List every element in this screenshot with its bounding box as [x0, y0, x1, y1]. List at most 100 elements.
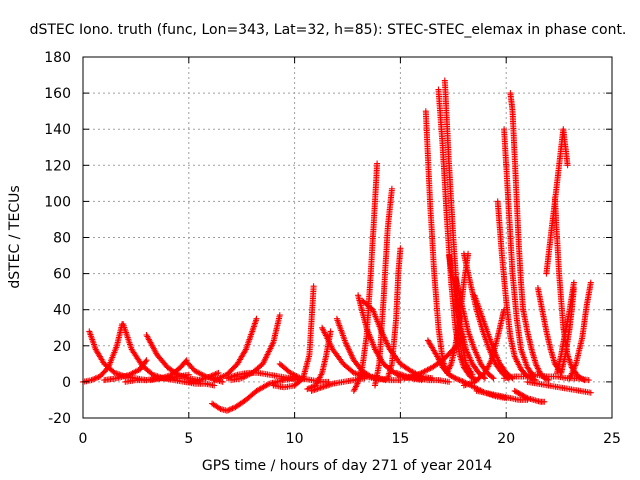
x-tick-label: 10 [286, 431, 304, 447]
data-point-marker [88, 377, 95, 384]
data-point-marker [327, 328, 334, 335]
data-point-marker [228, 406, 235, 412]
data-point-marker [447, 372, 454, 379]
data-point-marker [452, 375, 459, 382]
data-track [511, 387, 548, 405]
data-point-marker [580, 376, 587, 383]
x-tick-labels: 0 5 10 15 20 25 [79, 431, 621, 447]
data-point-marker [570, 285, 577, 291]
data-point-marker [564, 162, 571, 169]
data-point-marker [216, 405, 223, 412]
data-track [534, 285, 565, 376]
data-point-marker [215, 369, 222, 376]
data-point-marker [253, 315, 260, 322]
data-track [101, 357, 150, 384]
data-point-marker [412, 372, 419, 379]
data-track [460, 250, 512, 382]
data-point-marker [92, 375, 99, 382]
data-track [185, 369, 222, 385]
y-tick-label: 120 [44, 158, 71, 174]
x-tick-label: 20 [497, 431, 515, 447]
data-point-marker [446, 378, 453, 385]
data-track [270, 283, 317, 391]
data-track [372, 185, 395, 389]
chart-title: dSTEC Iono. truth (func, Lon=343, Lat=32… [30, 22, 627, 38]
data-point-marker [410, 373, 417, 380]
data-point-marker [211, 371, 218, 378]
data-track [211, 315, 260, 384]
data-track [276, 360, 332, 385]
data-point-marker [455, 376, 462, 383]
x-tick-label: 0 [79, 431, 88, 447]
y-tick-label: 60 [53, 267, 71, 283]
data-track [501, 126, 537, 380]
data-track [228, 312, 283, 384]
y-tick-label: 160 [44, 86, 71, 102]
data-point-marker [489, 374, 496, 381]
x-tick-label: 15 [391, 431, 409, 447]
data-point-marker [207, 373, 213, 380]
x-axis-label: GPS time / hours of day 271 of year 2014 [202, 458, 492, 474]
data-point-marker [91, 375, 98, 382]
data-track [551, 194, 588, 384]
y-tick-label: 180 [44, 50, 71, 66]
axis-ticks [82, 56, 613, 419]
data-point-marker [523, 394, 530, 401]
data-track [384, 245, 404, 382]
data-track [566, 279, 594, 382]
data-point-marker [208, 372, 215, 379]
data-points [80, 77, 594, 414]
data-point-marker [211, 382, 218, 389]
data-point-marker [94, 374, 101, 381]
y-tick-label: 20 [53, 339, 71, 355]
y-tick-label: 40 [53, 303, 71, 319]
data-point-marker [366, 372, 373, 379]
data-point-marker [411, 372, 418, 379]
data-point-marker [587, 279, 594, 286]
data-point-marker [142, 358, 149, 365]
x-tick-label: 25 [603, 431, 621, 447]
data-point-marker [374, 160, 381, 167]
data-point-marker [397, 245, 404, 252]
data-point-marker [453, 375, 460, 382]
data-point-marker [304, 386, 311, 393]
data-track [558, 285, 577, 376]
data-point-marker [229, 405, 236, 412]
data-point-marker [209, 372, 216, 379]
data-point-marker [459, 378, 466, 385]
data-track [471, 292, 516, 382]
y-tick-label: 80 [53, 231, 71, 247]
data-track [147, 357, 190, 384]
data-track [444, 250, 472, 376]
data-point-marker [544, 376, 551, 383]
data-track [209, 375, 298, 414]
data-point-marker [415, 371, 422, 378]
data-point-marker [490, 375, 497, 382]
data-point-marker [570, 279, 577, 286]
data-point-marker [212, 371, 219, 378]
data-track [460, 306, 508, 389]
data-point-marker [219, 378, 226, 385]
data-track [507, 90, 527, 313]
data-track [223, 369, 304, 384]
data-point-marker [575, 373, 582, 380]
data-point-marker [451, 374, 458, 381]
y-tick-labels: -20 0 20 40 60 80 100 120 140 160 180 [44, 50, 71, 427]
data-point-marker [482, 375, 488, 382]
data-point-marker [388, 185, 395, 192]
data-point-marker [89, 376, 96, 383]
data-point-marker [225, 407, 232, 414]
y-tick-label: 100 [44, 194, 71, 210]
data-point-marker [521, 393, 528, 400]
data-point-marker [223, 407, 230, 414]
data-point-marker [310, 283, 317, 290]
data-point-marker [458, 377, 465, 384]
data-point-marker [276, 312, 283, 319]
data-point-marker [414, 371, 421, 378]
data-point-marker [541, 398, 548, 405]
x-tick-label: 5 [184, 431, 193, 447]
data-point-marker [143, 357, 150, 364]
data-point-marker [469, 371, 476, 378]
y-tick-label: -20 [48, 411, 71, 427]
